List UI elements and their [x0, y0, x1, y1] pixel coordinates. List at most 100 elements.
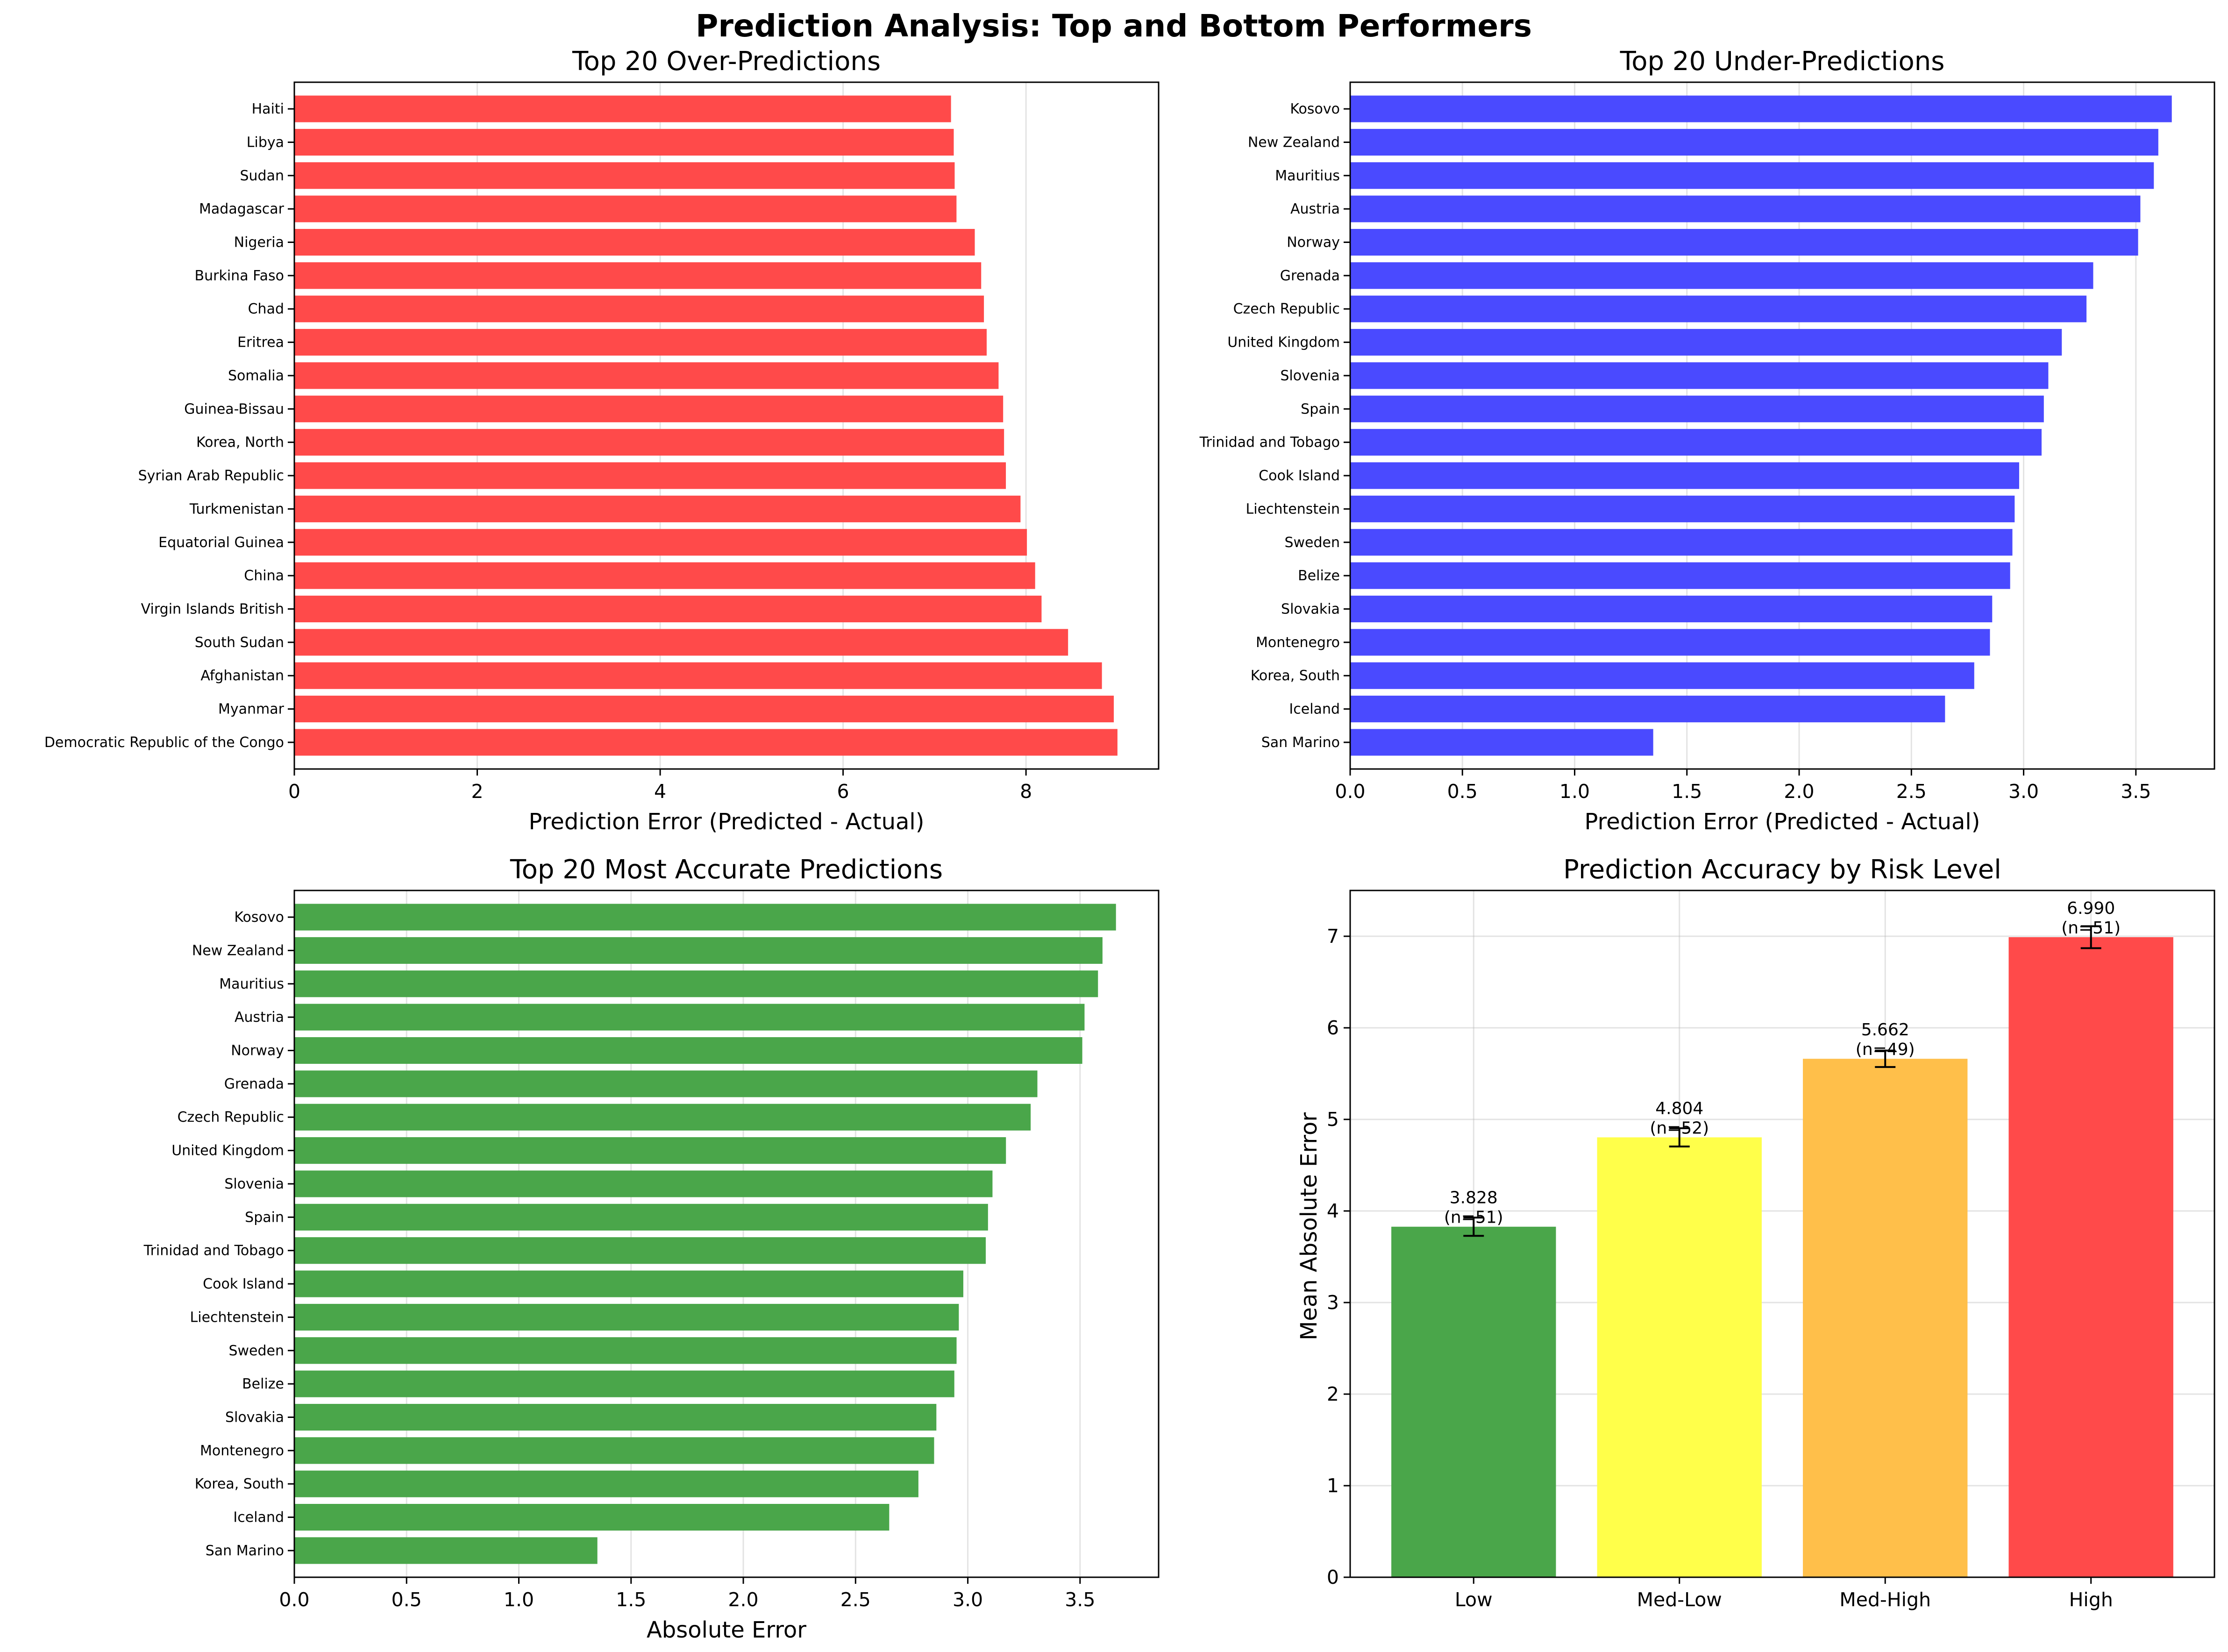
y-tick-label: Korea, North [196, 434, 284, 451]
bar [294, 128, 954, 156]
x-tick-label: 2 [471, 780, 483, 803]
x-tick-label: Low [1455, 1588, 1493, 1611]
y-tick-label: 0 [1327, 1566, 1339, 1588]
data-label-value: 4.804 [1655, 1099, 1703, 1118]
bar [294, 1337, 957, 1364]
bar [1597, 1137, 1762, 1577]
y-tick-label: Somalia [228, 368, 284, 384]
y-tick-label: Spain [1301, 401, 1340, 417]
x-tick-label: 2.0 [728, 1588, 758, 1611]
y-tick-label: Madagascar [199, 201, 285, 217]
x-tick-label: Med-High [1839, 1588, 1931, 1611]
panel-over-predictions: Top 20 Over-Predictions Prediction Error… [44, 46, 1160, 835]
y-tick-label: Liechtenstein [1246, 501, 1340, 517]
y-tick-label: Slovakia [225, 1409, 284, 1425]
y-tick-label: Mauritius [1275, 168, 1340, 184]
bar [1350, 162, 2154, 189]
y-tick-label: 7 [1327, 925, 1339, 947]
data-label: 3.828 (n=51) [1444, 1189, 1503, 1227]
y-tick-label: Kosovo [234, 909, 284, 926]
y-tick-label: Myanmar [218, 701, 285, 718]
y-tick-label: Haiti [252, 101, 284, 117]
bar [1350, 195, 2141, 222]
y-tick-label: South Sudan [195, 634, 284, 651]
x-tick-label: 3.0 [953, 1588, 983, 1611]
y-tick-label: Sweden [1284, 534, 1340, 551]
y-tick-label: Austria [235, 1009, 284, 1025]
x-tick-label: 4 [654, 780, 666, 803]
bar [294, 696, 1114, 723]
panel-under-predictions: Top 20 Under-Predictions Prediction Erro… [1199, 46, 2215, 835]
bar [294, 1237, 986, 1264]
y-tick-label: Iceland [233, 1510, 284, 1526]
y-tick-label: Trinidad and Tobago [143, 1243, 284, 1259]
y-tick-label: Sweden [228, 1343, 284, 1359]
bar [1350, 395, 2044, 422]
axes-frame [1349, 890, 2215, 1578]
y-tick-label: Kosovo [1290, 101, 1340, 117]
y-tick-label: Cook Island [203, 1276, 284, 1292]
bar [1350, 462, 2019, 489]
bar [294, 1137, 1006, 1164]
y-tick-label: Korea, South [195, 1476, 284, 1492]
bar [294, 1104, 1031, 1131]
y-tick-label: Austria [1290, 201, 1340, 217]
bar [1350, 629, 1990, 656]
y-tick-label: Korea, South [1251, 668, 1340, 684]
plot-area: 0 2 4 6 8 Democratic Republic of the Congo Mya… [44, 81, 1160, 803]
x-tick-label: 1.0 [1559, 780, 1590, 803]
bar [1350, 429, 2042, 456]
bar [294, 595, 1042, 623]
x-tick-label: 3.5 [1065, 1588, 1095, 1611]
y-tick-label: New Zealand [1248, 134, 1340, 150]
panel-title: Top 20 Most Accurate Predictions [510, 854, 943, 885]
bar [1350, 729, 1653, 756]
bar [1350, 95, 2172, 122]
bar [294, 1470, 918, 1497]
y-tick-label: China [244, 568, 284, 584]
data-label: 6.990 (n=51) [2061, 899, 2121, 938]
x-axis-label: Prediction Error (Predicted - Actual) [529, 809, 925, 835]
bar [294, 1004, 1085, 1031]
y-tick-label: Guinea-Bissau [184, 401, 284, 417]
bar [294, 729, 1118, 756]
bar [294, 1170, 993, 1197]
bar [1350, 295, 2087, 322]
x-tick-label: Med-Low [1637, 1588, 1722, 1611]
x-tick-label: 8 [1020, 780, 1032, 803]
data-label-count: (n=52) [1650, 1118, 1709, 1138]
x-tick-label: 0.0 [1335, 780, 1365, 803]
axes-frame [293, 81, 1160, 770]
y-tick-label: Democratic Republic of the Congo [44, 734, 284, 751]
y-tick-label: Eritrea [237, 335, 284, 351]
data-label: 4.804 (n=52) [1650, 1099, 1709, 1138]
y-tick-label: United Kingdom [171, 1143, 284, 1159]
bar [2008, 937, 2173, 1577]
x-tick-label: 0.0 [279, 1588, 309, 1611]
panel-accuracy-by-risk: Prediction Accuracy by Risk Level Mean A… [1296, 854, 2215, 1611]
bar [294, 1370, 954, 1397]
bar [294, 662, 1102, 689]
bar [294, 562, 1035, 589]
bar [294, 95, 951, 122]
y-tick-label: Norway [1287, 235, 1340, 251]
y-tick-label: Belize [242, 1376, 284, 1392]
bar [294, 429, 1004, 456]
data-label-count: (n=49) [1856, 1040, 1915, 1059]
y-tick-label: San Marino [1261, 734, 1340, 751]
bar [294, 295, 984, 322]
y-tick-label: 1 [1327, 1474, 1339, 1497]
x-tick-label: 2.5 [1896, 780, 1927, 803]
y-tick-label: Spain [245, 1209, 284, 1225]
y-axis-label: Mean Absolute Error [1296, 1112, 1322, 1340]
panel-title: Prediction Accuracy by Risk Level [1563, 854, 2001, 885]
y-tick-label: Syrian Arab Republic [138, 468, 284, 484]
axes-frame [1349, 81, 2215, 770]
x-tick-label: 0 [288, 780, 300, 803]
y-tick-label: Virgin Islands British [141, 601, 284, 617]
y-tick-label: 4 [1327, 1200, 1339, 1222]
y-tick-label: Slovakia [1281, 601, 1340, 617]
bar [1350, 595, 1993, 623]
bar [294, 495, 1021, 522]
